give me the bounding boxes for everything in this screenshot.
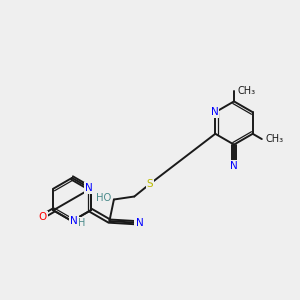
Text: H: H xyxy=(78,218,85,228)
Text: N: N xyxy=(85,183,93,193)
Text: CH₃: CH₃ xyxy=(266,134,284,144)
Text: HO: HO xyxy=(96,193,111,203)
Text: S: S xyxy=(147,179,153,189)
Text: N: N xyxy=(136,218,143,228)
Text: O: O xyxy=(38,212,46,222)
Text: N: N xyxy=(70,216,78,226)
Text: N: N xyxy=(230,161,238,171)
Text: N: N xyxy=(211,107,218,117)
Text: CH₃: CH₃ xyxy=(238,86,256,96)
